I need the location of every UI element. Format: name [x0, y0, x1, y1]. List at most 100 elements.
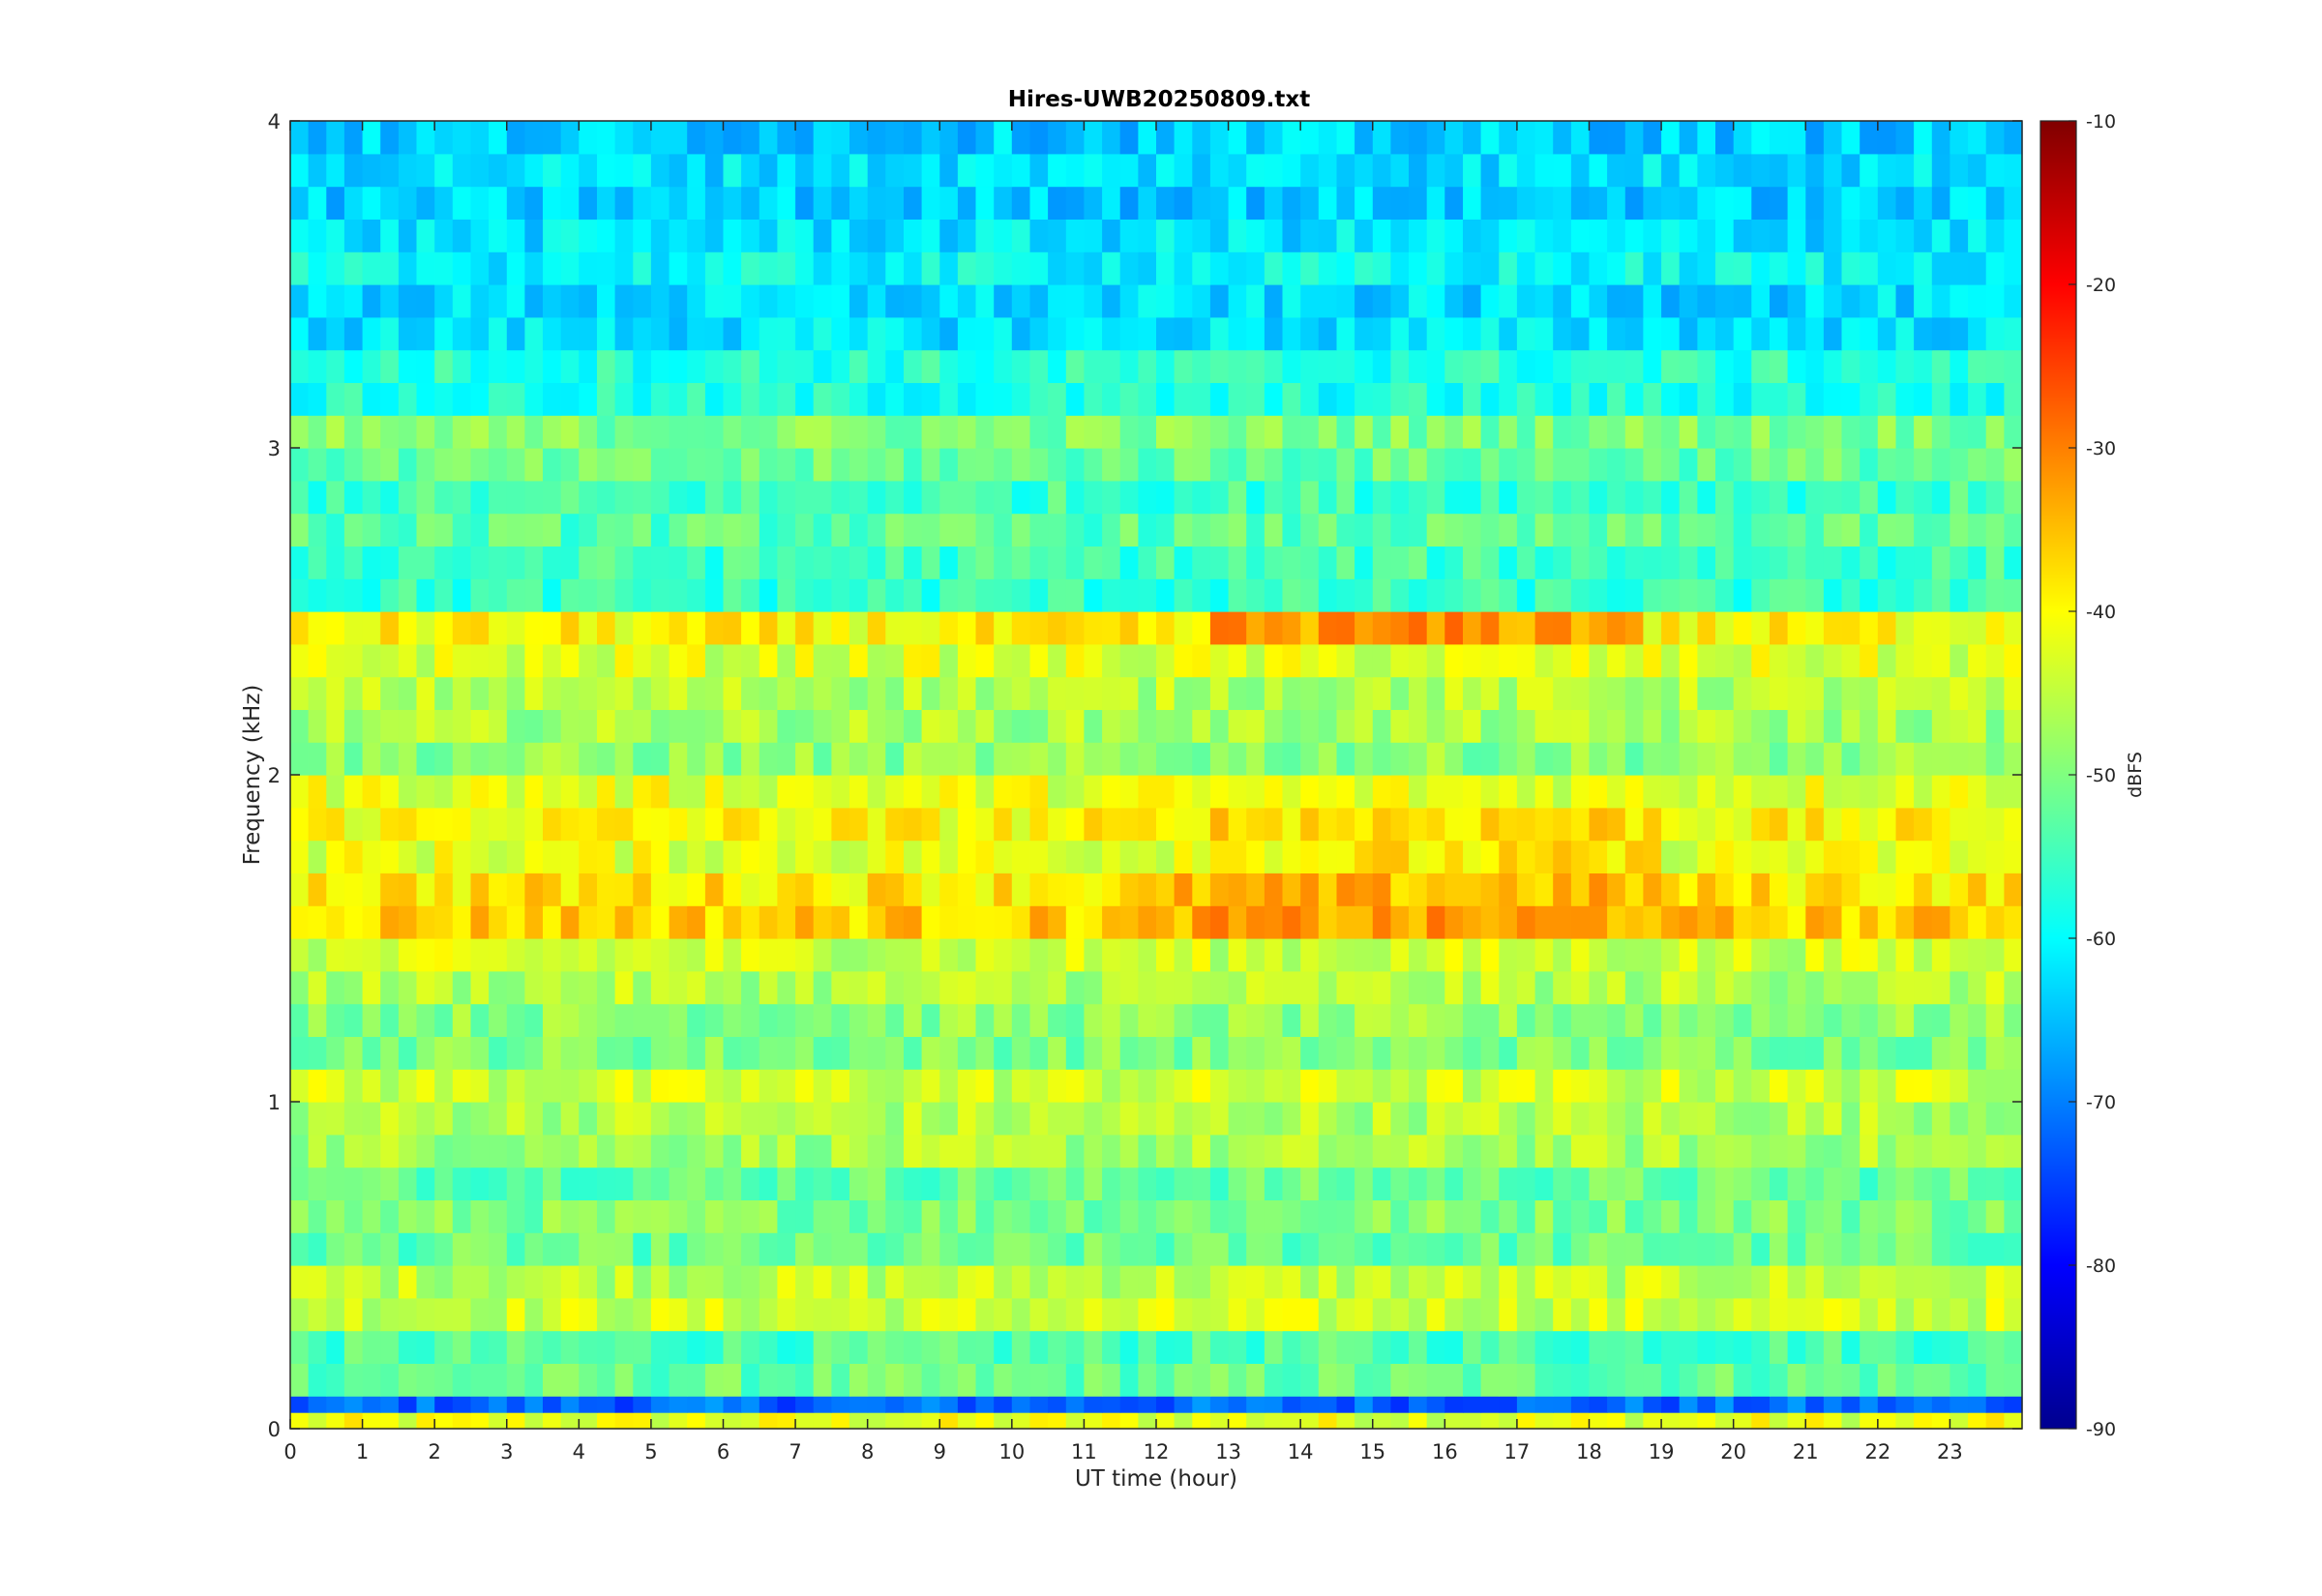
heatmap-cell: [1300, 1232, 1320, 1266]
heatmap-cell: [1156, 775, 1176, 809]
heatmap-cell: [1770, 905, 1789, 939]
heatmap-cell: [1516, 121, 1536, 155]
heatmap-cell: [1589, 840, 1608, 873]
heatmap-cell: [957, 251, 977, 285]
heatmap-cell: [1011, 1363, 1030, 1397]
heatmap-cell: [687, 121, 706, 155]
heatmap-cell: [579, 1069, 598, 1103]
heatmap-cell: [1300, 448, 1320, 482]
heatmap-cell: [1624, 1330, 1644, 1364]
heatmap-cell: [2004, 1297, 2023, 1332]
heatmap-cell: [489, 742, 508, 776]
heatmap-cell: [1354, 676, 1374, 710]
heatmap-cell: [1264, 1330, 1284, 1364]
heatmap-cell: [489, 840, 508, 873]
heatmap-cell: [885, 1069, 905, 1103]
heatmap-cell: [1697, 1199, 1716, 1233]
heatmap-cell: [1372, 905, 1391, 939]
heatmap-cell: [795, 1297, 815, 1332]
colorbar-label: dBFS: [2125, 752, 2146, 798]
heatmap-cell: [741, 186, 760, 220]
heatmap-cell: [1048, 415, 1067, 449]
heatmap-cell: [560, 546, 580, 579]
heatmap-cell: [1679, 546, 1698, 579]
heatmap-cell: [362, 219, 381, 252]
heatmap-cell: [1877, 382, 1896, 416]
heatmap-cell: [1354, 1199, 1374, 1233]
heatmap-cell: [1048, 546, 1067, 579]
heatmap-cell: [1733, 1069, 1752, 1103]
heatmap-cell: [1426, 251, 1445, 285]
heatmap-cell: [1209, 1102, 1230, 1136]
heatmap-cell: [1444, 316, 1464, 351]
heatmap-cell: [1985, 186, 2005, 220]
heatmap-cell: [759, 938, 778, 972]
heatmap-cell: [723, 840, 742, 873]
heatmap-cell: [904, 1330, 923, 1364]
heatmap-cell: [867, 415, 886, 449]
heatmap-cell: [1931, 121, 1950, 155]
heatmap-cell: [543, 709, 562, 743]
heatmap-cell: [904, 938, 923, 972]
heatmap-cell: [975, 1199, 995, 1233]
heatmap-cell: [849, 1003, 869, 1037]
heatmap-cell: [1553, 872, 1572, 906]
heatmap-cell: [687, 872, 706, 906]
heatmap-cell: [1444, 840, 1464, 873]
heatmap-cell: [1787, 186, 1806, 220]
heatmap-cell: [1770, 1003, 1789, 1037]
heatmap-cell: [1300, 1297, 1320, 1332]
heatmap-cell: [560, 872, 580, 906]
heatmap-cell: [1661, 643, 1681, 678]
heatmap-cell: [1697, 415, 1716, 449]
heatmap-cell: [1715, 448, 1735, 482]
heatmap-cell: [416, 643, 435, 678]
heatmap-cell: [1300, 709, 1320, 743]
colorbar-tick-label: -10: [2086, 111, 2116, 133]
heatmap-cell: [416, 251, 435, 285]
heatmap-cell: [1029, 1134, 1049, 1168]
heatmap-cell: [434, 938, 454, 972]
heatmap-cell: [1246, 1134, 1265, 1168]
heatmap-cell: [1354, 1232, 1374, 1266]
heatmap-cell: [1499, 513, 1518, 547]
heatmap-cell: [849, 1102, 869, 1136]
heatmap-cell: [1985, 382, 2005, 416]
heatmap-cell: [343, 316, 364, 351]
heatmap-cell: [904, 1102, 923, 1136]
heatmap-cell: [1516, 578, 1536, 612]
heatmap-cell: [1607, 349, 1626, 383]
heatmap-cell: [1318, 676, 1337, 710]
heatmap-cell: [759, 186, 778, 220]
heatmap-cell: [1679, 872, 1698, 906]
heatmap-cell: [524, 349, 544, 383]
heatmap-cell: [1372, 1265, 1391, 1299]
heatmap-cell: [1409, 1069, 1428, 1103]
heatmap-cell: [1065, 546, 1085, 579]
heatmap-cell: [1751, 546, 1771, 579]
heatmap-cell: [597, 284, 616, 318]
heatmap-cell: [1209, 1199, 1230, 1233]
heatmap-cell: [1209, 382, 1230, 416]
heatmap-cell: [795, 186, 815, 220]
heatmap-cell: [994, 546, 1013, 579]
heatmap-cell: [1300, 480, 1320, 515]
heatmap-cell: [1048, 316, 1067, 351]
heatmap-cell: [885, 513, 905, 547]
heatmap-cell: [650, 905, 670, 939]
heatmap-cell: [1751, 970, 1771, 1005]
heatmap-cell: [723, 611, 742, 645]
heatmap-cell: [1426, 643, 1445, 678]
heatmap-cell: [1860, 1265, 1879, 1299]
heatmap-cell: [759, 709, 778, 743]
heatmap-cell: [1354, 1069, 1374, 1103]
heatmap-cell: [1390, 1265, 1410, 1299]
heatmap-cell: [1282, 1265, 1301, 1299]
heatmap-cell: [759, 1232, 778, 1266]
heatmap-cell: [308, 1330, 327, 1364]
heatmap-cell: [1715, 938, 1735, 972]
heatmap-cell: [1985, 1069, 2005, 1103]
heatmap-cell: [1679, 1036, 1698, 1070]
heatmap-cell: [939, 742, 959, 776]
heatmap-cell: [1643, 611, 1662, 645]
